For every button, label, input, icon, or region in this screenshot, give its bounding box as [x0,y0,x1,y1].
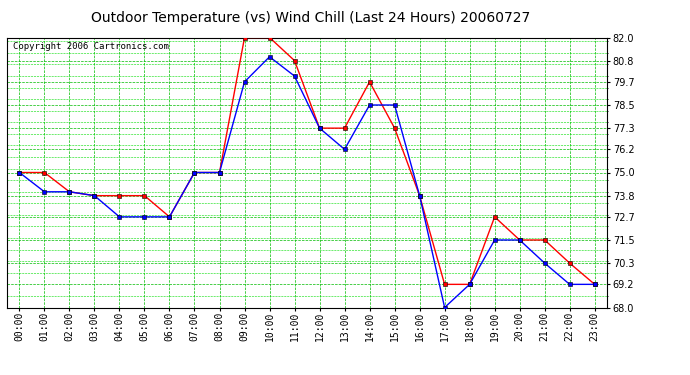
Text: Outdoor Temperature (vs) Wind Chill (Last 24 Hours) 20060727: Outdoor Temperature (vs) Wind Chill (Las… [91,11,530,25]
Text: Copyright 2006 Cartronics.com: Copyright 2006 Cartronics.com [13,42,169,51]
